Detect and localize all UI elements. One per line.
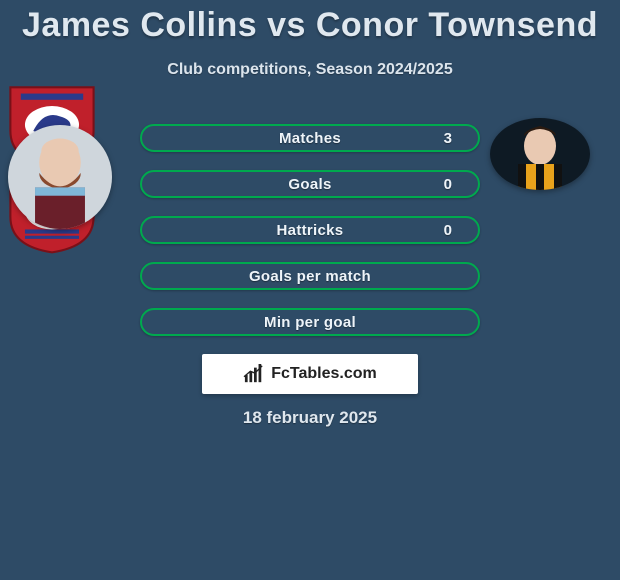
player2-avatar [490, 118, 590, 190]
stat-label: Goals [142, 172, 478, 196]
player1-avatar [8, 125, 112, 229]
season-subtitle: Club competitions, Season 2024/2025 [0, 61, 620, 79]
stat-label: Min per goal [142, 310, 478, 334]
stat-row-goals: Goals 0 [140, 170, 480, 198]
stat-row-matches: Matches 3 [140, 124, 480, 152]
stat-label: Matches [142, 126, 478, 150]
stat-value-right: 0 [444, 172, 452, 196]
comparison-bars: Matches 3 Goals 0 Hattricks 0 Goals per … [140, 124, 480, 354]
stat-label: Goals per match [142, 264, 478, 288]
branding-badge: FcTables.com [202, 354, 418, 394]
stat-value-right: 0 [444, 218, 452, 242]
stat-row-hattricks: Hattricks 0 [140, 216, 480, 244]
branding-text: FcTables.com [271, 365, 377, 383]
bar-chart-icon [243, 364, 265, 384]
stat-label: Hattricks [142, 218, 478, 242]
stat-row-goals-per-match: Goals per match [140, 262, 480, 290]
page-title: James Collins vs Conor Townsend [0, 0, 620, 45]
stat-value-right: 3 [444, 126, 452, 150]
date-stamp: 18 february 2025 [0, 408, 620, 428]
stat-row-min-per-goal: Min per goal [140, 308, 480, 336]
